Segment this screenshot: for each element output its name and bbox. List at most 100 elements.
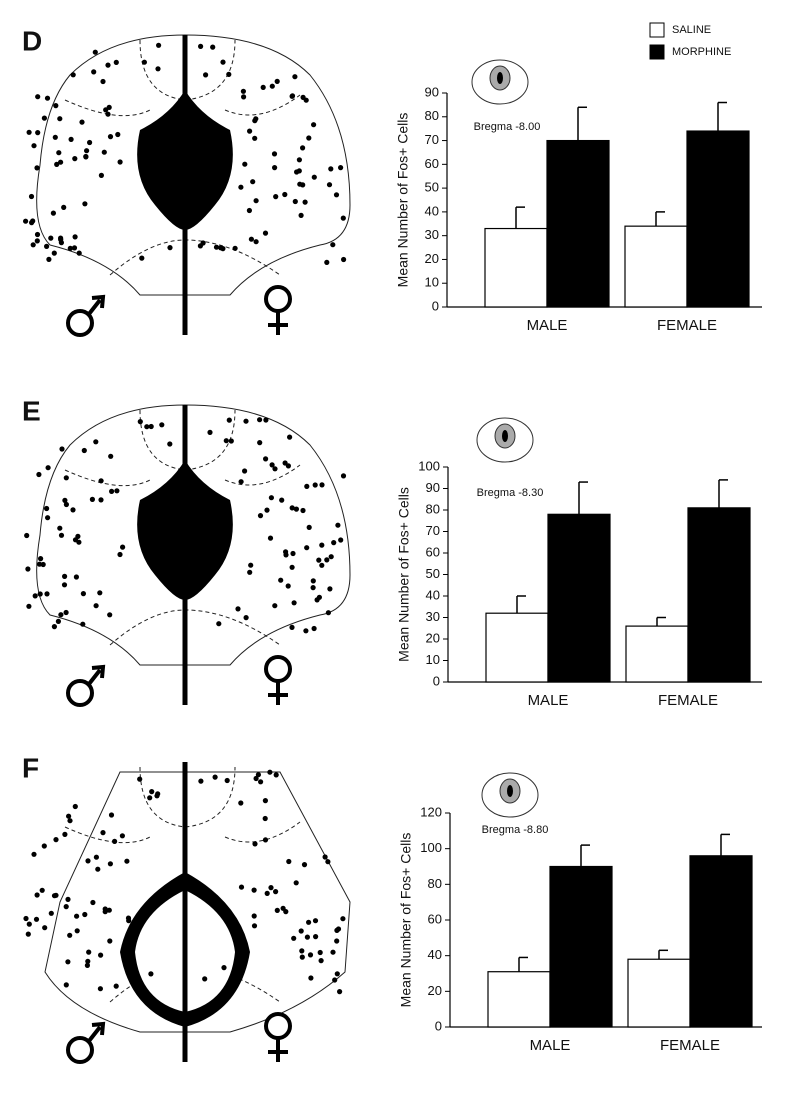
fos-cell	[332, 977, 338, 983]
fos-cell	[63, 982, 69, 988]
fos-cell	[341, 256, 347, 263]
fos-cell	[262, 815, 268, 822]
fos-cell	[46, 256, 52, 262]
fos-cell	[300, 145, 306, 151]
fos-cell	[85, 958, 91, 964]
fos-cell	[306, 919, 312, 925]
fos-cell	[340, 473, 347, 479]
fos-cell	[148, 423, 154, 430]
fos-cell	[312, 482, 318, 488]
fos-cell	[289, 93, 296, 99]
fos-cell	[330, 949, 336, 955]
y-tick-label: 0	[435, 1018, 442, 1033]
fos-cell	[54, 161, 60, 167]
fos-cell	[59, 446, 65, 452]
fos-cell	[113, 59, 119, 65]
fos-cell	[55, 618, 62, 624]
fos-cell	[98, 952, 104, 958]
y-tick-label: 80	[425, 108, 439, 123]
fos-cell	[65, 959, 71, 965]
fos-cell	[298, 212, 304, 218]
female-symbol	[264, 655, 292, 683]
fos-cell	[302, 199, 308, 205]
fos-cell	[156, 42, 162, 48]
fos-cell	[198, 43, 204, 49]
fos-cell	[42, 925, 48, 931]
fos-cell	[330, 242, 336, 248]
fos-cell	[252, 135, 258, 141]
fos-cell	[34, 238, 40, 244]
fos-cell	[83, 153, 89, 160]
fos-cell	[107, 612, 113, 618]
fos-cell	[91, 69, 97, 75]
fos-cell	[31, 143, 37, 149]
fos-cell	[81, 447, 87, 454]
fos-cell	[248, 562, 254, 568]
fos-cell	[73, 574, 79, 580]
fos-cell	[72, 234, 78, 240]
female-symbol-cross	[268, 1038, 288, 1062]
fos-cell	[25, 566, 31, 572]
fos-cell	[319, 562, 325, 568]
fos-cell	[241, 94, 247, 100]
fos-cell	[97, 590, 103, 596]
fos-cell	[248, 236, 254, 242]
fos-cell	[238, 800, 244, 806]
fos-cell	[304, 483, 310, 489]
fos-cell	[273, 889, 279, 895]
fos-cell	[98, 497, 104, 503]
fos-cell	[287, 434, 293, 440]
fos-cell	[325, 610, 331, 616]
atlas-thumbnail-core	[502, 430, 508, 442]
fos-cell	[131, 980, 137, 986]
fos-cell	[253, 198, 259, 204]
fos-cell	[26, 921, 32, 927]
bar	[485, 612, 549, 683]
fos-cell	[311, 625, 317, 632]
fos-cell	[34, 892, 40, 898]
fos-cell	[26, 129, 32, 135]
fos-cell	[30, 218, 36, 224]
fos-cell	[238, 884, 245, 890]
fos-cell	[66, 813, 72, 819]
fos-cell	[24, 532, 30, 539]
fos-cell	[242, 468, 248, 474]
fos-cell	[114, 488, 120, 494]
fos-cell	[48, 910, 54, 916]
fos-cell	[257, 513, 264, 519]
fos-cell	[283, 549, 289, 555]
fos-cell	[331, 540, 337, 546]
region-border	[139, 409, 236, 471]
fos-cell	[62, 497, 68, 503]
x-tick-label: FEMALE	[660, 1037, 720, 1054]
fos-cell	[30, 242, 36, 248]
female-symbol-cross	[268, 311, 288, 335]
fos-cell	[291, 935, 297, 941]
bar	[547, 513, 611, 683]
fos-cell	[82, 911, 88, 918]
fos-cell	[207, 429, 213, 435]
brain-diagram	[23, 762, 351, 1064]
fos-cell	[100, 78, 106, 85]
fos-cell	[56, 150, 62, 156]
atlas-thumbnail-core	[507, 785, 513, 797]
fos-cell	[279, 497, 285, 503]
fos-cell	[105, 111, 111, 117]
fos-cell	[198, 778, 204, 784]
fos-cell	[167, 441, 173, 447]
region-border	[139, 766, 236, 828]
fos-cell	[108, 812, 115, 818]
fos-cell	[70, 507, 76, 513]
fos-cell	[273, 772, 279, 778]
fos-cell	[267, 535, 274, 541]
fos-cell	[50, 210, 57, 216]
fos-cell	[246, 207, 252, 214]
fos-cell	[63, 475, 69, 481]
fos-cell	[76, 250, 82, 256]
fos-cell	[57, 525, 63, 531]
y-tick-label: 30	[426, 609, 440, 624]
fos-cell	[304, 934, 310, 940]
y-tick-label: 20	[428, 983, 442, 998]
fos-cell	[271, 151, 278, 157]
